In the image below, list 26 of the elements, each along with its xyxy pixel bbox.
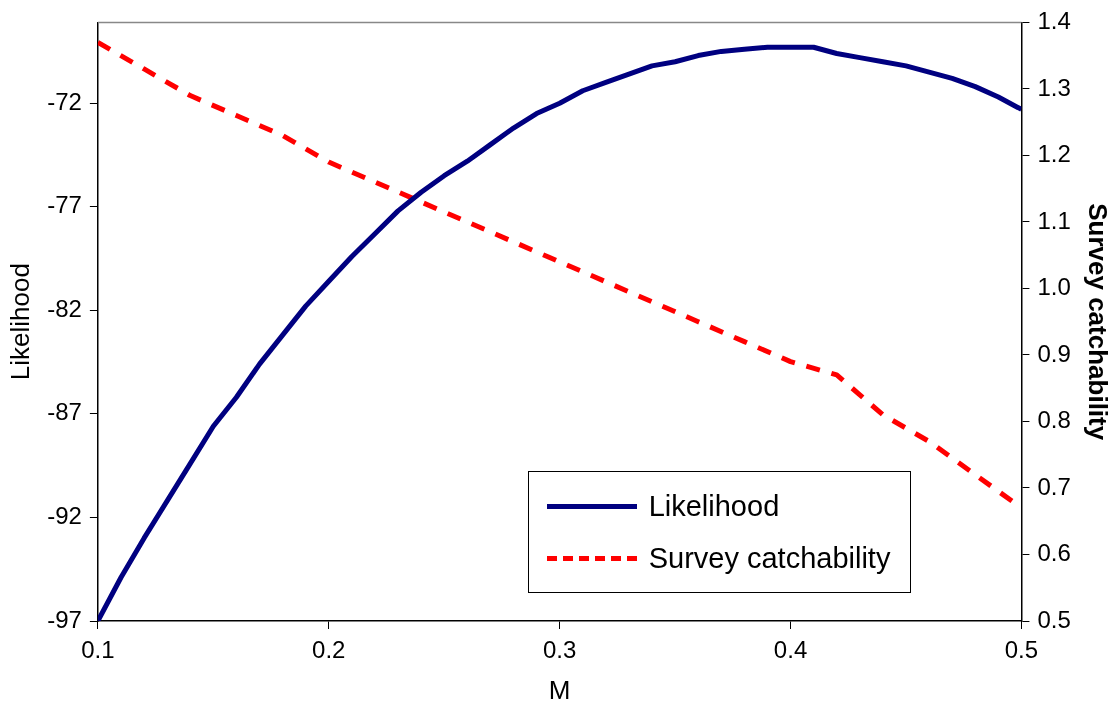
x-tick-label: 0.3 bbox=[542, 636, 577, 664]
y2-tick-label: 0.8 bbox=[1037, 406, 1071, 434]
y-axis-title: Likelihood bbox=[4, 263, 35, 381]
y2-tick-label: 0.5 bbox=[1037, 605, 1071, 633]
y2-tick-label: 0.6 bbox=[1037, 539, 1071, 567]
y2-tick-label: 0.7 bbox=[1037, 472, 1071, 500]
x-tick-label: 0.1 bbox=[81, 636, 115, 664]
y-tick-label: -92 bbox=[47, 502, 82, 530]
x-axis-title: M bbox=[548, 674, 571, 705]
x-tick-label: 0.4 bbox=[773, 636, 808, 664]
legend-label: Survey catchability bbox=[648, 541, 891, 575]
y2-axis-title: Survey catchability bbox=[1083, 203, 1114, 441]
y-tick-label: -82 bbox=[47, 294, 82, 322]
y-tick-label: -77 bbox=[47, 191, 82, 219]
y-tick-label: -72 bbox=[47, 87, 82, 115]
y2-tick-label: 1.1 bbox=[1037, 206, 1071, 234]
x-tick-label: 0.2 bbox=[312, 636, 346, 664]
y2-tick-label: 1.0 bbox=[1037, 273, 1071, 301]
x-tick-label: 0.5 bbox=[1004, 636, 1039, 664]
y2-tick-label: 1.2 bbox=[1037, 140, 1071, 168]
y-tick-label: -87 bbox=[47, 398, 82, 426]
legend-label: Likelihood bbox=[648, 489, 780, 523]
y-tick-label: -97 bbox=[47, 605, 82, 633]
y2-tick-label: 1.4 bbox=[1037, 7, 1071, 35]
y2-tick-label: 0.9 bbox=[1037, 339, 1071, 367]
y2-tick-label: 1.3 bbox=[1037, 73, 1071, 101]
